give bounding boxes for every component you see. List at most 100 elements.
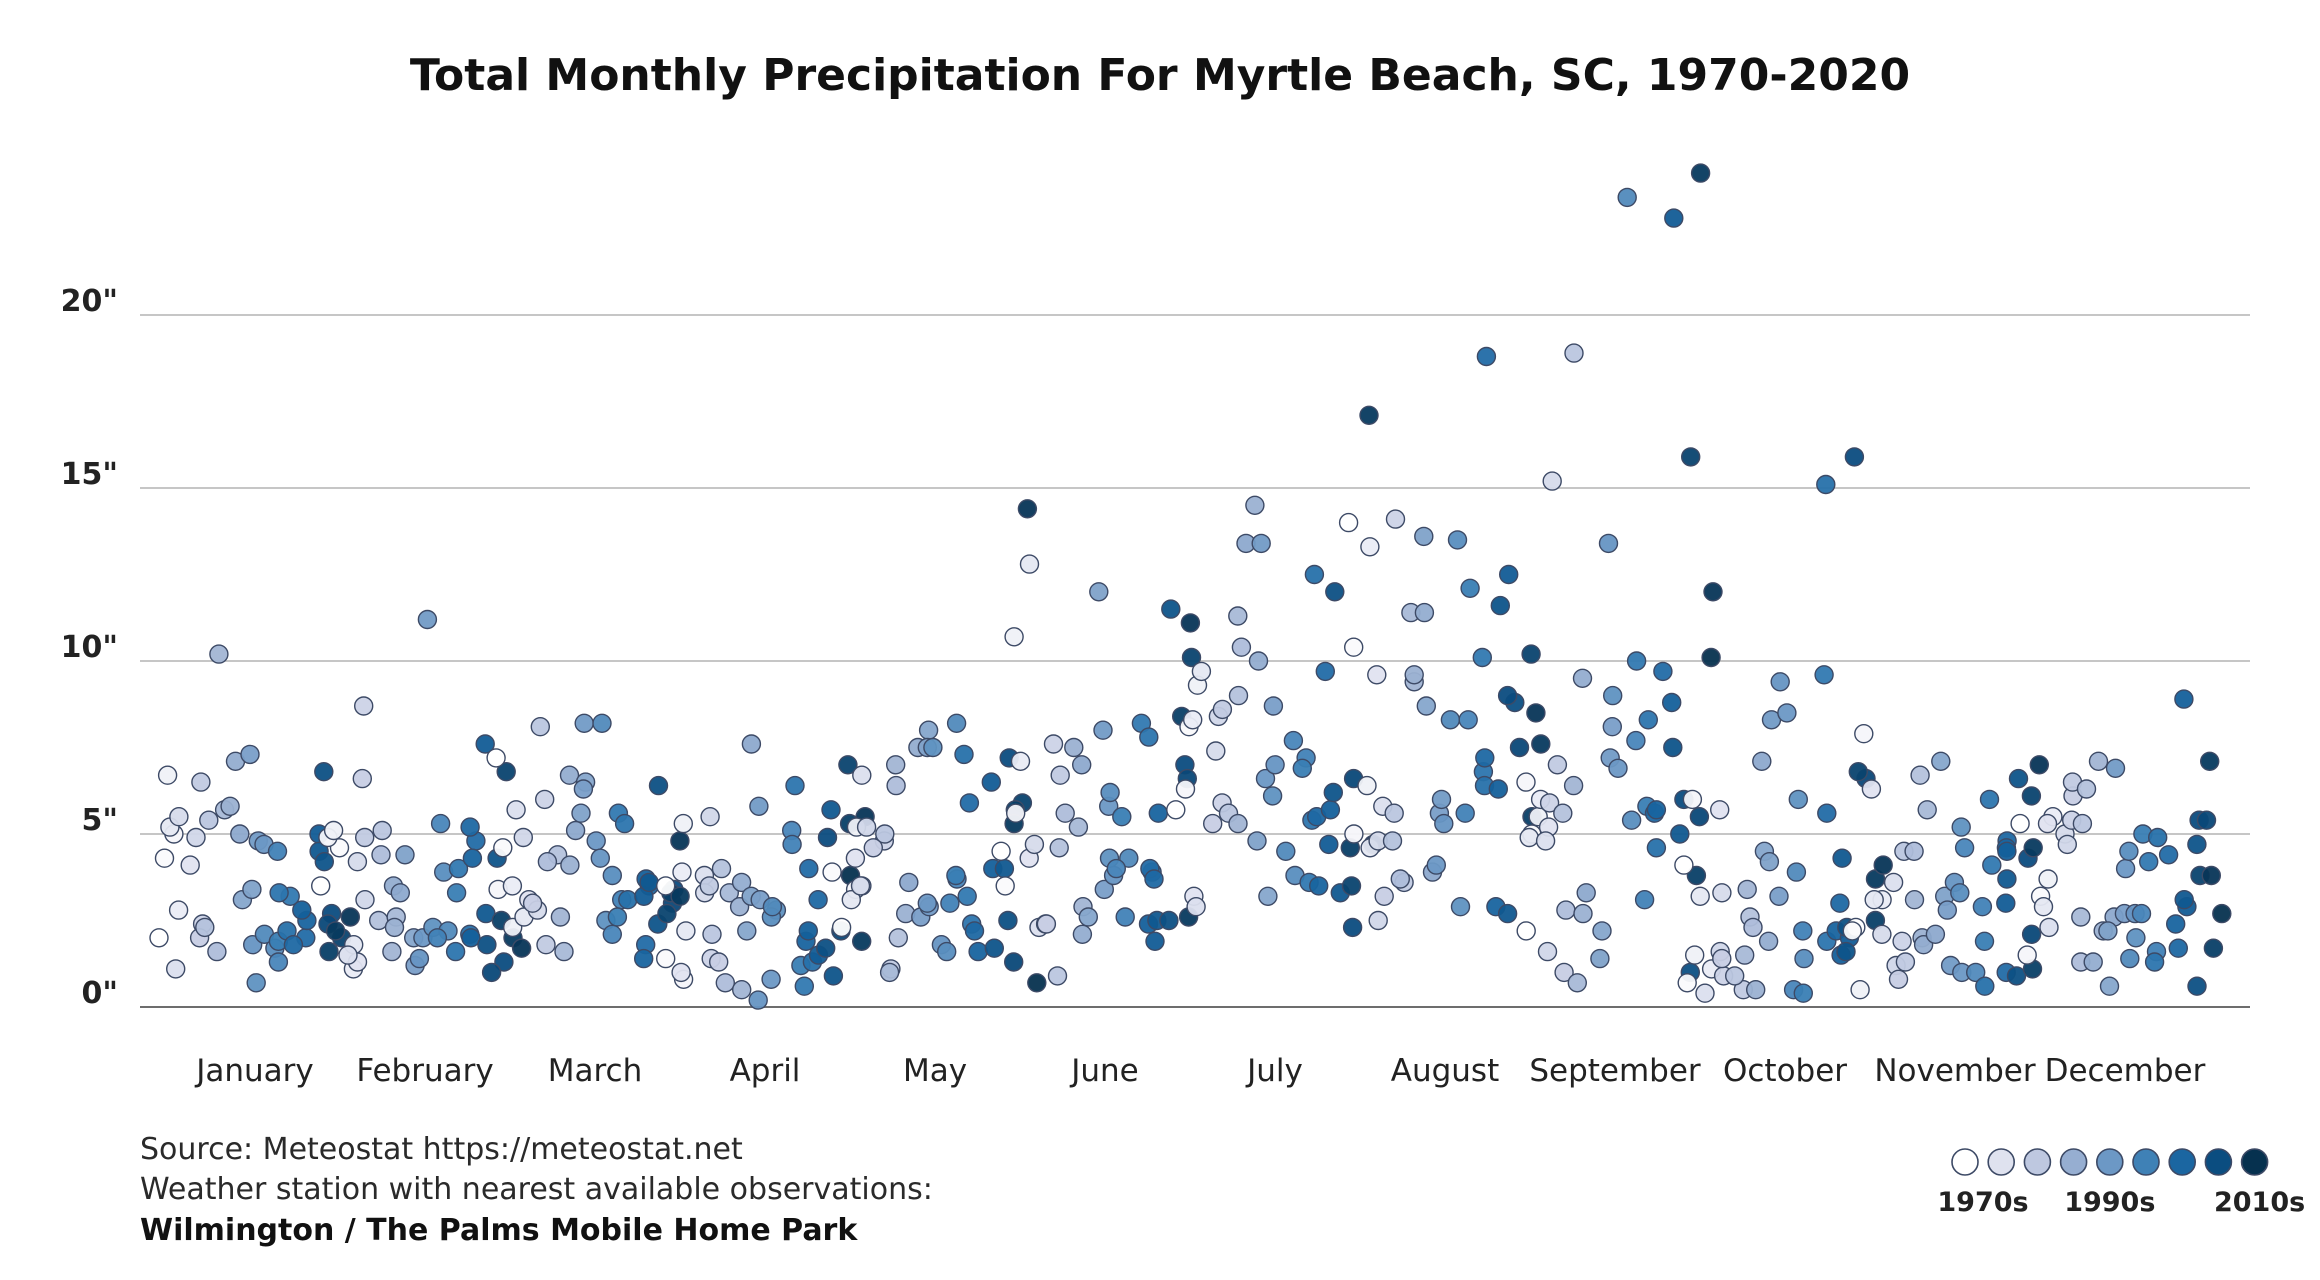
data-point <box>1573 903 1593 924</box>
data-point <box>940 893 960 913</box>
data-point <box>430 813 451 834</box>
data-point <box>1516 921 1536 941</box>
data-point <box>371 845 391 865</box>
data-point <box>1556 900 1576 920</box>
data-point <box>1563 775 1584 796</box>
data-point <box>1251 533 1271 554</box>
data-point <box>1161 599 1181 619</box>
data-point <box>1598 533 1619 554</box>
data-point <box>1341 876 1362 896</box>
data-point <box>670 831 690 851</box>
data-point <box>2199 751 2220 771</box>
data-point <box>590 848 610 868</box>
data-point <box>1315 661 1336 682</box>
data-point <box>1212 699 1233 720</box>
data-point <box>186 827 206 848</box>
legend-label: 2010s <box>2214 1187 2305 1218</box>
data-point <box>1093 720 1113 740</box>
data-point <box>1180 613 1201 633</box>
data-point <box>959 793 980 813</box>
data-point <box>1497 685 1518 706</box>
data-point <box>923 737 943 758</box>
data-point <box>822 862 842 882</box>
data-point <box>1621 810 1642 830</box>
data-point <box>384 917 405 938</box>
data-point <box>1367 665 1387 685</box>
x-axis-month-labels: January February March April May June July Augu… <box>194 1053 2205 1089</box>
data-point <box>1175 779 1196 799</box>
data-point <box>700 807 720 827</box>
data-point <box>347 852 368 872</box>
data-point <box>991 841 1011 861</box>
data-point <box>340 907 360 927</box>
data-point <box>1724 966 1745 986</box>
data-point <box>559 765 580 785</box>
data-point <box>1965 962 1986 983</box>
data-point <box>1159 910 1179 931</box>
data-point <box>1535 831 1556 851</box>
data-point <box>1904 890 1925 910</box>
data-point <box>656 948 676 969</box>
data-point <box>2131 903 2152 924</box>
data-point <box>475 734 495 754</box>
data-point <box>850 876 871 896</box>
data-point <box>2144 952 2165 972</box>
x-tick-label: April <box>730 1053 801 1089</box>
data-point <box>1181 647 1202 668</box>
data-point <box>1166 800 1186 820</box>
data-point <box>571 803 591 823</box>
x-tick-label: October <box>1723 1053 1847 1089</box>
data-point <box>2187 834 2207 855</box>
data-point <box>1680 447 1701 467</box>
data-point <box>2076 779 2097 799</box>
data-point <box>2021 924 2042 944</box>
data-point <box>1450 897 1471 917</box>
data-point <box>817 827 838 848</box>
data-point <box>154 848 175 868</box>
data-point <box>1089 582 1109 602</box>
data-point <box>1670 824 1690 844</box>
legend-swatch <box>1987 1148 2015 1176</box>
data-point <box>1231 637 1252 657</box>
data-point <box>1842 921 1863 941</box>
data-point <box>1547 755 1568 775</box>
source-note: Source: Meteostat https://meteostat.net <box>140 1132 743 1167</box>
data-point <box>355 890 375 910</box>
data-point <box>1997 869 2017 889</box>
data-point <box>719 883 739 903</box>
data-point <box>2147 827 2168 848</box>
y-tick-label: 10" <box>61 630 118 665</box>
data-point <box>648 775 669 796</box>
data-point <box>1770 672 1790 692</box>
data-point <box>1248 651 1269 671</box>
data-point <box>1661 692 1682 713</box>
data-point <box>2017 945 2037 965</box>
data-point <box>1950 883 1970 903</box>
data-point <box>1634 890 1655 910</box>
data-point <box>1100 782 1120 803</box>
data-point <box>1695 983 1715 1003</box>
data-point <box>1458 710 1478 730</box>
data-point <box>1931 751 1951 771</box>
data-point <box>1112 807 1132 827</box>
data-point <box>1344 824 1364 844</box>
data-point <box>1010 751 1031 771</box>
legend-swatch <box>2023 1148 2052 1176</box>
data-point <box>1148 803 1169 823</box>
legend-swatch <box>2240 1148 2269 1176</box>
data-point <box>1608 758 1628 778</box>
data-point <box>1816 474 1836 495</box>
data-point <box>511 938 532 958</box>
data-point <box>477 935 497 955</box>
data-point <box>981 772 1001 792</box>
y-tick-label: 20" <box>61 284 118 319</box>
data-point <box>748 990 768 1010</box>
data-point <box>1488 779 1509 799</box>
data-point <box>2165 914 2186 934</box>
data-point <box>852 765 872 785</box>
data-point <box>1712 948 1732 969</box>
data-point <box>821 800 841 820</box>
data-point <box>671 962 691 983</box>
decade-legend: 1970s 1990s 2010s <box>1937 1148 2305 1218</box>
